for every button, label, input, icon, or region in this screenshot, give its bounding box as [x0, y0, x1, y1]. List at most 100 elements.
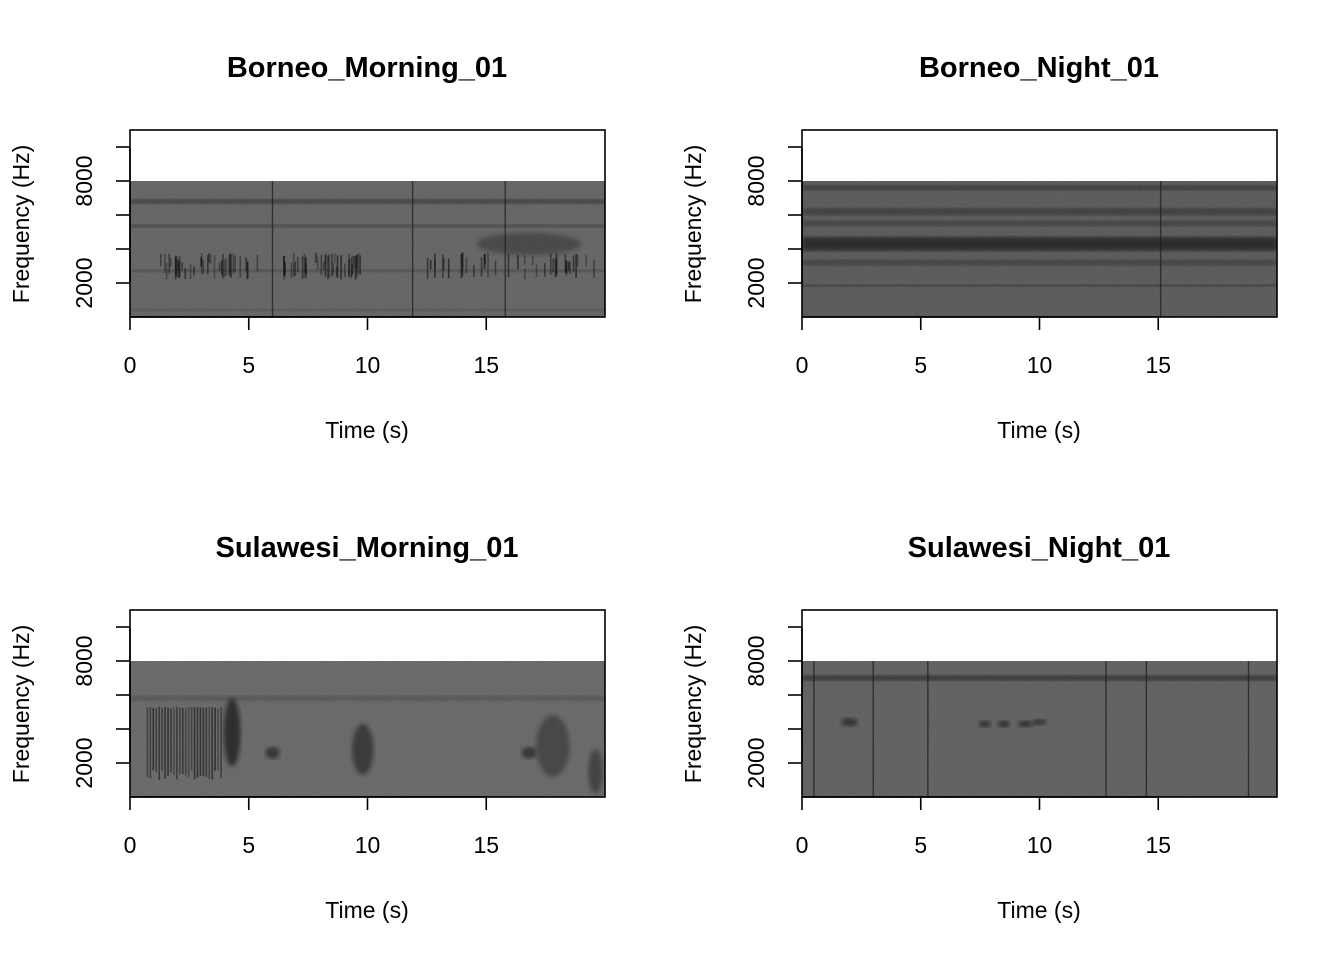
call-burst [187, 707, 190, 778]
call-burst [225, 257, 227, 277]
call-burst [232, 253, 235, 274]
call-burst [179, 707, 181, 775]
call-burst [167, 707, 169, 776]
call-burst [348, 259, 350, 278]
call-burst [331, 253, 333, 277]
spectrogram-panel-sulawesi-morning: Sulawesi_Morning_01 0 5 10 15 2000 8000 Time… [8, 532, 606, 923]
call-burst [165, 262, 168, 280]
call-burst [359, 255, 362, 275]
call-blob [521, 746, 537, 759]
x-axis: 0 5 10 15 [796, 316, 1171, 378]
call-burst [544, 262, 546, 277]
x-axis-title: Time (s) [997, 897, 1080, 923]
call-burst [213, 255, 216, 279]
panel-title: Borneo_Night_01 [919, 52, 1159, 84]
call-burst [193, 706, 196, 780]
call-burst [333, 253, 336, 263]
frequency-band [130, 308, 605, 311]
call-burst [209, 253, 212, 264]
call-burst [494, 260, 497, 276]
call-burst [569, 261, 571, 274]
call-burst [176, 256, 178, 277]
call-burst [200, 256, 202, 266]
call-burst [230, 254, 232, 278]
y-tick-label: 8000 [743, 155, 769, 206]
call-burst [357, 253, 360, 274]
frequency-band [802, 284, 1277, 287]
x-tick-label: 10 [355, 832, 381, 858]
call-burst [460, 253, 463, 279]
y-axis: 2000 8000 [71, 626, 131, 789]
x-axis-title: Time (s) [325, 897, 408, 923]
frequency-band [802, 237, 1277, 251]
call-burst [447, 258, 450, 279]
call-burst [152, 708, 155, 771]
call-blob [588, 749, 603, 794]
call-burst [531, 256, 534, 266]
call-burst [205, 707, 208, 778]
call-burst [158, 706, 161, 780]
call-burst [565, 260, 568, 272]
call-burst [211, 706, 214, 780]
call-burst [327, 255, 329, 280]
call-burst [246, 261, 249, 279]
call-burst [507, 253, 510, 278]
call-burst [535, 264, 538, 277]
call-burst [324, 254, 327, 277]
y-tick-label: 2000 [71, 257, 97, 308]
call-burst [564, 253, 567, 273]
y-axis: 2000 8000 [71, 146, 131, 309]
call-burst [218, 262, 221, 272]
x-axis-title: Time (s) [325, 417, 408, 443]
y-tick-label: 2000 [71, 737, 97, 788]
call-burst [284, 262, 286, 275]
y-tick-label: 8000 [71, 155, 97, 206]
call-burst [442, 254, 444, 278]
call-burst [324, 253, 327, 265]
call-burst [168, 253, 171, 274]
call-burst [292, 252, 295, 277]
call-burst [229, 252, 232, 276]
call-burst [228, 254, 230, 276]
call-burst [465, 257, 468, 274]
panel-title: Sulawesi_Morning_01 [216, 532, 519, 564]
call-burst [473, 264, 475, 278]
call-burst [181, 707, 184, 774]
call-burst [208, 706, 211, 780]
call-burst [315, 252, 317, 264]
y-axis-title: Frequency (Hz) [680, 625, 706, 783]
call-burst [585, 254, 588, 267]
call-burst [554, 258, 557, 278]
call-burst [575, 253, 577, 278]
call-burst [572, 255, 575, 272]
call-burst [190, 707, 193, 771]
x-tick-label: 10 [355, 352, 381, 378]
call-burst [169, 258, 172, 267]
call-burst [461, 252, 464, 268]
call-burst [284, 262, 286, 276]
call-burst [487, 253, 489, 278]
call-burst [524, 268, 526, 280]
call-burst [146, 707, 149, 778]
call-blob [352, 723, 374, 775]
call-burst [283, 256, 285, 276]
call-burst [348, 253, 350, 276]
call-burst [523, 255, 526, 266]
x-tick-label: 0 [124, 832, 137, 858]
call-burst [356, 254, 358, 269]
x-tick-label: 0 [796, 832, 809, 858]
call-burst [442, 258, 445, 271]
y-axis-title: Frequency (Hz) [8, 145, 34, 303]
call-burst [207, 254, 209, 275]
frequency-band [130, 269, 605, 272]
call-blob [265, 746, 280, 759]
x-tick-label: 5 [242, 352, 255, 378]
call-burst [220, 260, 223, 275]
x-tick-label: 5 [914, 352, 927, 378]
call-burst [353, 256, 356, 269]
call-burst [340, 255, 342, 280]
spectrogram-panel-sulawesi-night: Sulawesi_Night_01 0 5 10 15 2000 8000 Time (… [680, 532, 1278, 923]
call-burst [161, 708, 163, 771]
call-burst [223, 259, 226, 277]
call-burst [159, 253, 162, 267]
